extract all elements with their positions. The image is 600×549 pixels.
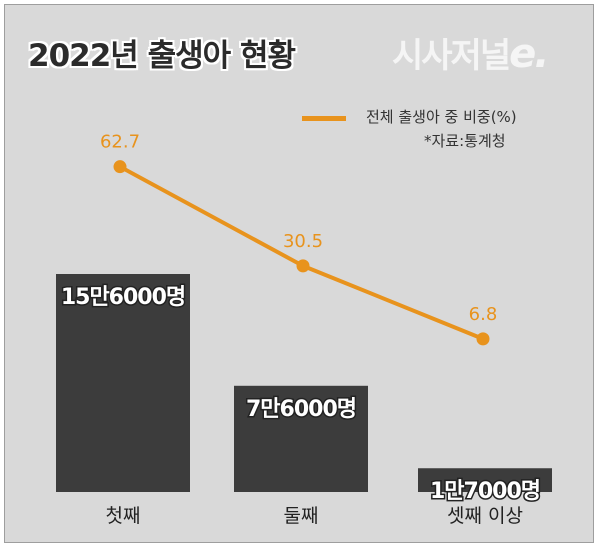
line-point-3 [476, 332, 490, 346]
line-point-2 [296, 259, 310, 273]
legend-line-swatch [302, 116, 346, 121]
source-note: *자료:통계청 [424, 132, 506, 150]
bar-2 [234, 385, 368, 492]
bar-1 [56, 274, 190, 492]
bar-value-label-2: 7만6000명 [246, 397, 356, 422]
category-label-2: 둘째 [284, 505, 319, 527]
logo-text: 시사저널 [392, 36, 511, 76]
category-label-1: 첫째 [106, 505, 141, 527]
chart-title: 2022년 출생아 현황 [28, 38, 296, 74]
bar-value-label-3: 1만7000명 [430, 479, 540, 504]
line-value-label-3: 6.8 [469, 304, 498, 325]
logo-e: e. [509, 31, 549, 77]
line-point-1 [113, 160, 127, 174]
category-label-3: 셋째 이상 [447, 505, 523, 527]
bar-3 [418, 468, 552, 492]
line-value-label-2: 30.5 [283, 231, 323, 252]
publisher-logo: 시사저널e. [392, 28, 549, 77]
line-value-label-1: 62.7 [100, 132, 140, 153]
bar-value-label-1: 15만6000명 [61, 285, 185, 310]
legend-label: 전체 출생아 중 비중(%) [366, 108, 517, 126]
